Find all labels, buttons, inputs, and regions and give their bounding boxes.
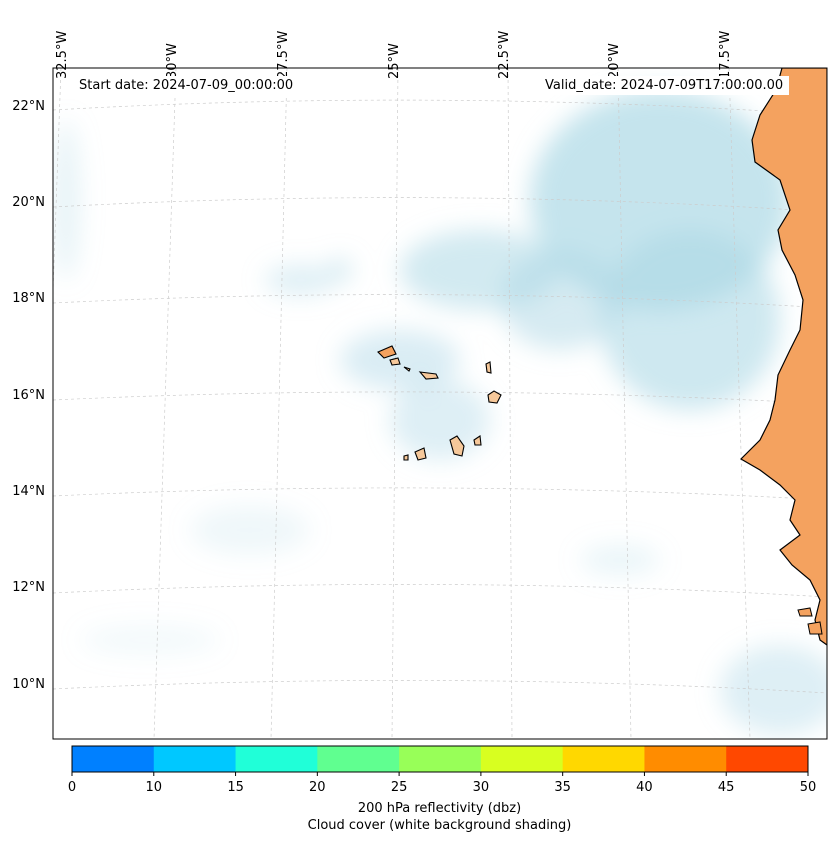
lat-label-10n: 10°N: [12, 677, 45, 692]
coastal-islets: [797, 607, 823, 635]
colorbar: [72, 746, 809, 772]
colorbar-tick-0: 0: [67, 780, 77, 795]
colorbar-swatch-7: [644, 746, 727, 772]
colorbar-tick-45: 45: [717, 780, 735, 795]
colorbar-sublabel: Cloud cover (white background shading): [307, 818, 572, 833]
colorbar-tick-30: 30: [472, 780, 490, 795]
colorbar-swatch-2: [235, 746, 318, 772]
lon-label-17-5w: 17.5°W: [718, 30, 733, 79]
lon-label-22-5w: 22.5°W: [497, 30, 512, 79]
colorbar-tick-40: 40: [636, 780, 653, 795]
lat-label-22n: 22°N: [12, 99, 45, 114]
colorbar-tick-marks: [71, 772, 809, 776]
colorbar-tick-10: 10: [145, 780, 163, 795]
lat-label-12n: 12°N: [12, 580, 45, 595]
lon-label-32-5w: 32.5°W: [55, 30, 70, 79]
colorbar-frame: [71, 745, 809, 773]
colorbar-tick-20: 20: [309, 780, 326, 795]
colorbar-swatch-0: [72, 746, 155, 772]
lat-label-20n: 20°N: [12, 195, 45, 210]
lon-label-30w: 30°W: [165, 43, 180, 79]
colorbar-tick-35: 35: [554, 780, 571, 795]
lat-label-18n: 18°N: [12, 291, 45, 306]
colorbar-swatch-6: [562, 746, 645, 772]
graticule: [53, 68, 827, 739]
colorbar-tick-50: 50: [799, 780, 817, 795]
colorbar-label: 200 hPa reflectivity (dbz): [357, 801, 522, 816]
colorbar-swatch-4: [399, 746, 482, 772]
colorbar-swatch-8: [726, 746, 809, 772]
lat-label-16n: 16°N: [12, 388, 45, 403]
lat-label-14n: 14°N: [12, 484, 45, 499]
lon-label-25w: 25°W: [387, 43, 402, 79]
colorbar-tick-25: 25: [390, 780, 408, 795]
map-frame: [52, 67, 828, 740]
lon-label-27-5w: 27.5°W: [276, 30, 291, 79]
lon-label-20w: 20°W: [607, 43, 622, 79]
cape-verde-islands: [377, 345, 502, 461]
start-date-label: Start date: 2024-07-09_00:00:00: [73, 76, 300, 95]
colorbar-tick-15: 15: [227, 780, 244, 795]
colorbar-swatch-3: [317, 746, 400, 772]
colorbar-swatch-1: [153, 746, 237, 772]
african-coast-land: [740, 68, 827, 646]
valid-date-label: Valid_date: 2024-07-09T17:00:00.00: [539, 76, 790, 95]
colorbar-swatch-5: [480, 746, 564, 772]
